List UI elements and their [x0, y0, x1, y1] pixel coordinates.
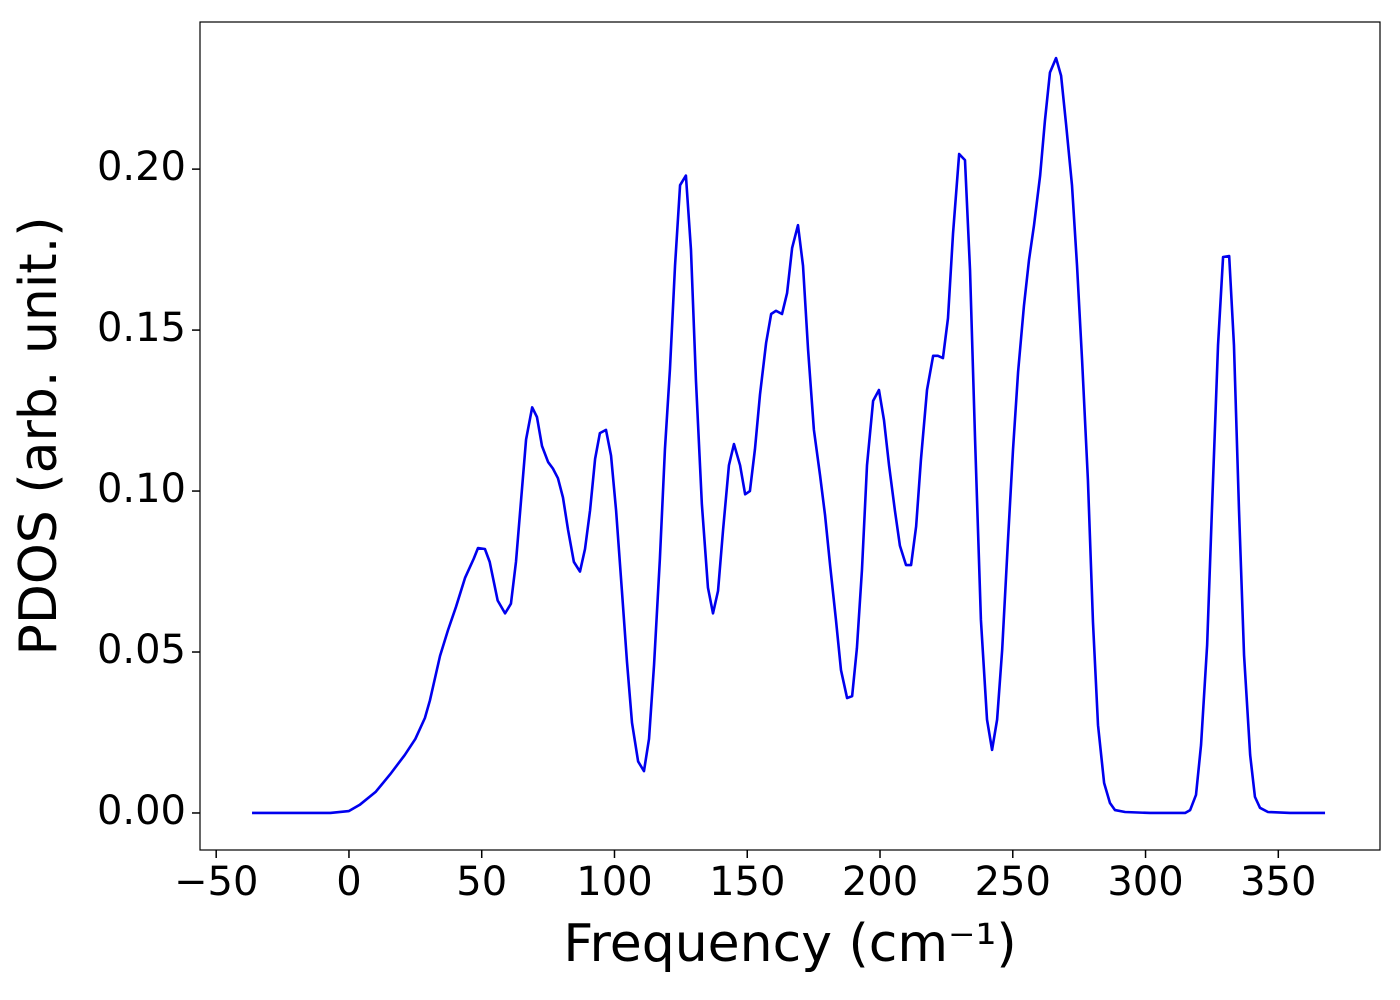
x-tick-label: −50	[174, 859, 258, 905]
y-tick-label: 0.05	[97, 627, 186, 673]
x-tick-label: 350	[1240, 859, 1316, 905]
x-tick-label: 300	[1107, 859, 1183, 905]
y-axis-label: PDOS (arb. unit.)	[9, 216, 69, 655]
y-tick-label: 0.10	[97, 466, 186, 512]
data-line	[252, 56, 1326, 815]
x-tick-label: 100	[576, 859, 652, 905]
x-tick-label: 250	[975, 859, 1051, 905]
x-tick-label: 0	[336, 859, 361, 905]
y-tick-label: 0.20	[97, 144, 186, 190]
x-tick-label: 200	[842, 859, 918, 905]
x-tick-label: 150	[709, 859, 785, 905]
y-tick-label: 0.15	[97, 305, 186, 351]
x-axis-label: Frequency (cm⁻¹)	[563, 914, 1016, 974]
plot-frame	[199, 21, 1381, 851]
x-tick-label: 50	[456, 859, 507, 905]
y-tick-label: 0.00	[97, 788, 186, 834]
